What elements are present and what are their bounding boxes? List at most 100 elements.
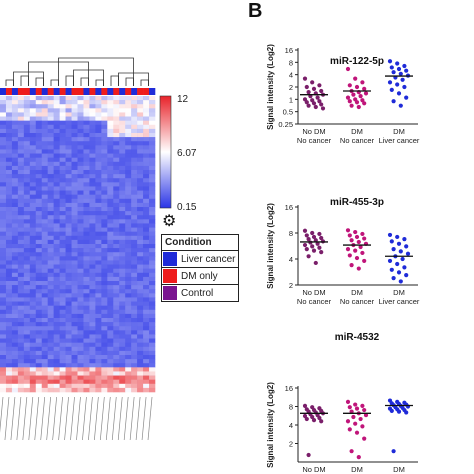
- column-label: [64, 396, 69, 441]
- heatmap-cell: [137, 219, 144, 224]
- heatmap-cell: [59, 190, 66, 195]
- data-point: [310, 414, 315, 420]
- dendrogram: [5, 57, 149, 86]
- heatmap-cell: [53, 157, 60, 163]
- heatmap-cell: [125, 318, 132, 323]
- heatmap-cell: [29, 145, 37, 150]
- heatmap-cell: [83, 252, 90, 257]
- heatmap-cell: [113, 256, 120, 261]
- heatmap-cell: [11, 367, 19, 372]
- heatmap-cell: [77, 322, 84, 327]
- heatmap-cell: [149, 260, 156, 265]
- heatmap-cell: [149, 313, 156, 319]
- heatmap-cell: [41, 215, 48, 220]
- heatmap-cell: [101, 198, 108, 204]
- heatmap-cell: [65, 145, 72, 150]
- heatmap-cell: [143, 157, 150, 163]
- heatmap-cell: [23, 170, 31, 175]
- y-tick-label: 8: [289, 403, 293, 412]
- heatmap-cell: [11, 289, 19, 294]
- heatmap-cell: [11, 100, 19, 105]
- x-tick-label: No cancer: [297, 136, 332, 145]
- legend-label: Control: [181, 287, 214, 299]
- heatmap-cell: [149, 359, 156, 364]
- heatmap-cell: [41, 383, 48, 389]
- heatmap-cell: [107, 367, 114, 372]
- heatmap-cell: [77, 141, 84, 146]
- heatmap-cell: [143, 161, 150, 167]
- heatmap-cell: [5, 182, 13, 187]
- data-point: [396, 409, 402, 414]
- heatmap-cell: [71, 293, 78, 298]
- heatmap-cell: [143, 268, 150, 274]
- heatmap-cell: [0, 219, 7, 224]
- heatmap-cell: [23, 182, 31, 187]
- heatmap-cell: [0, 124, 7, 130]
- heatmap-cell: [29, 231, 37, 237]
- heatmap-cell: [11, 133, 19, 138]
- condition-strip-cell: [29, 88, 37, 95]
- heatmap-cell: [101, 112, 108, 117]
- heatmap-cell: [71, 137, 78, 142]
- heatmap-cell: [41, 124, 48, 130]
- heatmap-cell: [29, 100, 37, 105]
- heatmap-cell: [17, 104, 25, 109]
- heatmap-cell: [0, 387, 7, 393]
- heatmap-cell: [17, 252, 25, 257]
- heatmap-cell: [119, 190, 126, 195]
- heatmap-cell: [131, 235, 138, 241]
- heatmap-cell: [113, 161, 120, 167]
- heatmap-cell: [131, 322, 138, 327]
- heatmap-cell: [149, 264, 156, 269]
- heatmap-cell: [0, 330, 7, 335]
- heatmap-cell: [101, 252, 108, 257]
- heatmap-cell: [35, 342, 43, 348]
- heatmap-cell: [17, 235, 25, 241]
- heatmap-cell: [119, 215, 126, 220]
- data-point: [402, 237, 407, 242]
- heatmap-cell: [71, 215, 78, 220]
- heatmap-cell: [131, 367, 138, 372]
- gear-icon[interactable]: ⚙: [162, 213, 177, 230]
- heatmap-cell: [113, 272, 120, 278]
- heatmap-cell: [95, 100, 102, 105]
- legend-label: DM only: [181, 270, 218, 282]
- heatmap-cell: [35, 104, 43, 109]
- heatmap-cell: [89, 124, 96, 130]
- y-tick-label: 16: [285, 46, 293, 55]
- heatmap-cell: [71, 182, 78, 187]
- heatmap-cell: [5, 371, 13, 376]
- heatmap-cell: [107, 128, 114, 134]
- condition-legend: Condition Liver cancer DM only Control: [161, 234, 239, 302]
- heatmap-cell: [77, 161, 84, 167]
- heatmap-cell: [149, 383, 156, 389]
- heatmap-cell: [95, 363, 102, 368]
- data-point: [398, 279, 403, 284]
- heatmap-cell: [41, 116, 48, 121]
- data-point: [353, 229, 358, 235]
- heatmap-cell: [113, 346, 120, 352]
- condition-strip-cell: [149, 88, 156, 95]
- heatmap-cell: [23, 198, 31, 204]
- heatmap-cell: [131, 202, 138, 208]
- heatmap-cell: [95, 116, 102, 121]
- heatmap-cell: [0, 190, 7, 195]
- heatmap-cell: [89, 305, 96, 311]
- heatmap-cell: [89, 383, 96, 389]
- heatmap-cell: [77, 346, 84, 352]
- panel-title: miR-455-3p: [330, 197, 384, 208]
- heatmap-cell: [53, 231, 60, 237]
- heatmap-cell: [65, 149, 72, 154]
- heatmap-cell: [41, 141, 48, 146]
- heatmap-cell: [29, 285, 37, 290]
- heatmap-cell: [17, 272, 25, 278]
- heatmap-cell: [65, 194, 72, 200]
- heatmap-cell: [131, 305, 138, 311]
- heatmap-cell: [101, 207, 108, 212]
- heatmap-cell: [131, 100, 138, 105]
- heatmap-cell: [89, 342, 96, 348]
- heatmap-cell: [131, 330, 138, 335]
- heatmap-cell: [77, 165, 84, 171]
- heatmap-cell: [125, 137, 132, 142]
- heatmap-cell: [137, 116, 144, 121]
